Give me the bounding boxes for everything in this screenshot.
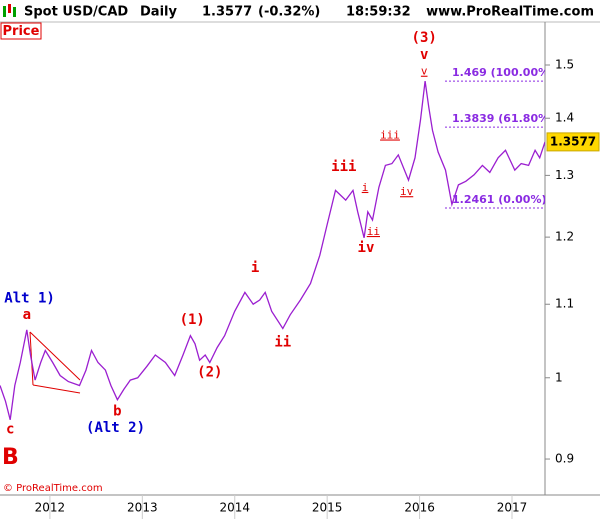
time: 18:59:32 (346, 5, 411, 20)
y-tick-label: 1 (555, 370, 563, 384)
price-line (0, 81, 545, 420)
x-tick-label: 2017 (497, 501, 528, 515)
wave-label: v (420, 47, 428, 63)
wave-label: iv (358, 240, 375, 256)
header-icon (3, 4, 16, 17)
wave-label: (1) (180, 312, 205, 328)
wave-label: v (421, 65, 428, 78)
x-tick-label: 2012 (35, 501, 66, 515)
wave-label: Alt 1) (4, 291, 55, 307)
wave-label: (3) (412, 30, 437, 46)
corner-label: B (2, 445, 19, 470)
wave-label: ii (274, 334, 291, 350)
plot-area: 1.469 (100.00% 1.3839 (61.80% 1.2461 (0.00… (0, 30, 549, 438)
last-price: 1.3577 (202, 5, 252, 20)
wave-label: iii (331, 159, 356, 175)
fib-label: 1.469 (100.00% (452, 66, 549, 79)
fib-label: 1.3839 (61.80% (452, 112, 549, 125)
last-price-tag-label: 1.3577 (550, 134, 596, 148)
copyright: © ProRealTime.com (3, 483, 103, 494)
panel-label-box (0, 22, 42, 40)
wave-label: (2) (197, 364, 222, 380)
wave-label: c (6, 422, 14, 438)
y-tick-label: 1.3 (555, 168, 574, 182)
x-tick-label: 2015 (312, 501, 343, 515)
x-tick-label: 2016 (404, 501, 435, 515)
y-tick-label: 1.5 (555, 58, 574, 72)
y-tick-label: 1.2 (555, 230, 574, 244)
panel-label: Price (3, 24, 40, 39)
fib-label: 1.2461 (0.00%) (452, 193, 547, 206)
change: (-0.32%) (258, 5, 320, 20)
last-price-tag (546, 132, 600, 152)
x-tick-label: 2014 (219, 501, 250, 515)
y-tick-label: 1.4 (555, 111, 574, 125)
wave-label: ii (367, 225, 380, 238)
wave-label: iv (400, 185, 414, 198)
period: Daily (140, 5, 177, 20)
wave-label: b (113, 404, 121, 420)
wave-label: a (23, 307, 31, 323)
wave-label: i (251, 260, 259, 276)
wave-label: iii (380, 128, 400, 141)
site: www.ProRealTime.com (426, 5, 594, 20)
x-tick-label: 2013 (127, 501, 158, 515)
y-tick-label: 0.9 (555, 452, 574, 466)
title: Spot USD/CAD (24, 5, 128, 20)
y-tick-label: 1.1 (555, 297, 574, 311)
wave-label: i (362, 181, 369, 194)
wave-label: (Alt 2) (86, 420, 145, 436)
